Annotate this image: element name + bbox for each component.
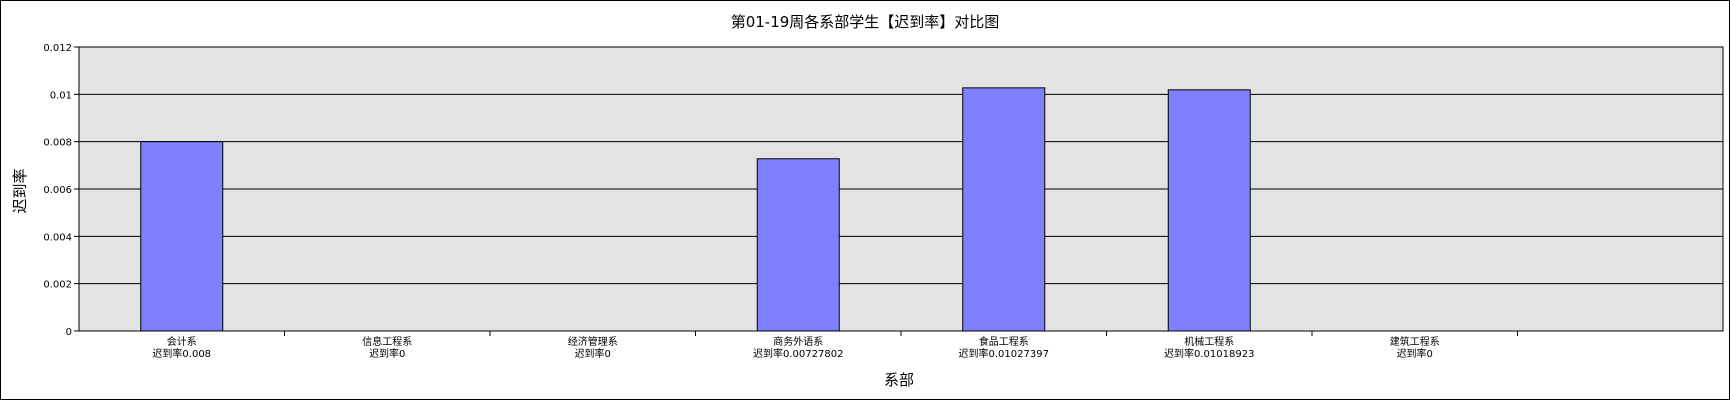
x-tick-sublabel: 迟到率0.008 — [152, 347, 211, 360]
x-tick-sublabel: 迟到率0 — [369, 347, 405, 360]
y-tick-label: 0.008 — [43, 138, 72, 149]
bars-group — [140, 87, 1251, 332]
y-axis: 0 0.002 0.004 0.006 0.008 0.01 0.012 — [43, 43, 79, 338]
gridlines — [79, 93, 1723, 285]
bar — [962, 87, 1046, 332]
x-tick-label: 经济管理系 — [568, 335, 618, 348]
x-tick-sublabel: 迟到率0.01027397 — [959, 347, 1049, 360]
y-tick-label: 0 — [66, 327, 72, 338]
bar — [140, 141, 224, 332]
x-tick-label: 机械工程系 — [1184, 335, 1234, 348]
x-tick-sublabel: 迟到率0.00727802 — [753, 347, 843, 360]
x-tick-sublabel: 迟到率0.01018923 — [1164, 347, 1254, 360]
y-axis-title: 迟到率 — [11, 168, 29, 213]
y-tick-label: 0.004 — [43, 232, 72, 243]
bar — [1167, 89, 1251, 332]
x-tick-label: 食品工程系 — [979, 335, 1029, 348]
y-tick-label: 0.002 — [43, 280, 72, 291]
y-tick-label: 0.006 — [43, 185, 72, 196]
x-tick-label: 信息工程系 — [362, 335, 412, 348]
x-axis-title: 系部 — [884, 371, 914, 389]
x-tick-label: 会计系 — [167, 335, 197, 348]
y-tick-label: 0.012 — [43, 43, 72, 54]
y-tick-label: 0.01 — [50, 90, 72, 101]
x-axis: 会计系迟到率0.008信息工程系迟到率0经济管理系迟到率0商务外语系迟到率0.0… — [152, 331, 1518, 360]
x-tick-label: 商务外语系 — [773, 335, 823, 348]
bar — [756, 158, 840, 332]
x-tick-sublabel: 迟到率0 — [1397, 347, 1433, 360]
x-tick-sublabel: 迟到率0 — [575, 347, 611, 360]
chart-title: 第01-19周各系部学生【迟到率】对比图 — [731, 13, 1000, 31]
x-tick-label: 建筑工程系 — [1390, 335, 1440, 348]
